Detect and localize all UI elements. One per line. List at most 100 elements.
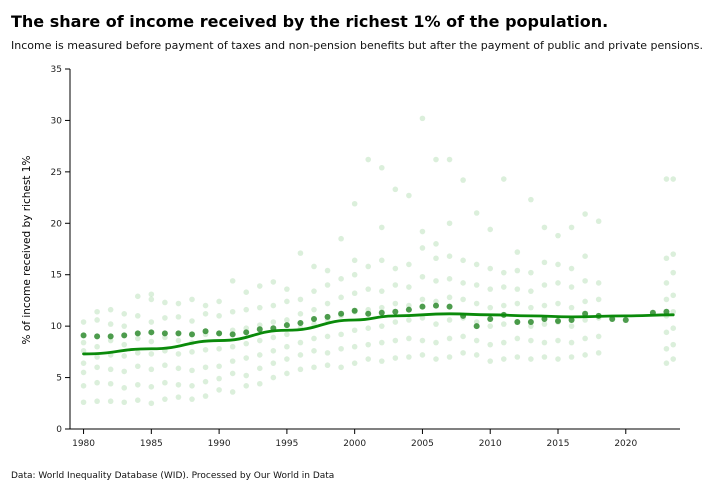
scatter-point: [94, 308, 100, 315]
scatter-point: [378, 224, 385, 231]
scatter-point: [107, 306, 114, 313]
scatter-point: [243, 306, 250, 313]
scatter-point: [528, 288, 534, 294]
scatter-point: [541, 302, 548, 309]
scatter-point: [406, 261, 412, 268]
highlight-point: [107, 333, 114, 340]
scatter-point: [568, 354, 575, 360]
scatter-point: [121, 353, 128, 359]
scatter-point: [148, 296, 155, 303]
scatter-point: [460, 257, 466, 264]
scatter-point: [433, 278, 439, 284]
scatter-point: [419, 315, 426, 321]
scatter-point: [229, 308, 236, 315]
scatter-point: [243, 372, 250, 379]
scatter-point: [670, 269, 677, 276]
scatter-point: [297, 296, 304, 303]
scatter-point: [528, 323, 534, 329]
scatter-point: [121, 311, 128, 317]
scatter-point: [94, 364, 100, 371]
scatter-point: [406, 302, 412, 309]
scatter-point: [256, 304, 263, 311]
scatter-point: [568, 224, 575, 231]
scatter-point: [284, 356, 290, 362]
scatter-point: [80, 399, 87, 406]
highlight-point: [473, 323, 480, 330]
highlight-point: [568, 316, 575, 323]
scatter-point: [378, 257, 385, 264]
scatter-point: [582, 298, 588, 305]
scatter-point: [595, 218, 602, 225]
scatter-point: [670, 356, 677, 362]
scatter-point: [94, 354, 100, 360]
highlight-point: [256, 326, 263, 333]
scatter-point: [338, 294, 344, 301]
scatter-point: [446, 294, 453, 301]
scatter-point: [324, 267, 331, 274]
scatter-point: [487, 358, 494, 364]
scatter-point: [229, 278, 236, 284]
scatter-point: [446, 220, 453, 227]
scatter-point: [487, 226, 494, 233]
scatter-point: [568, 339, 575, 346]
highlight-point: [487, 315, 494, 322]
scatter-point: [670, 308, 677, 315]
scatter-point: [473, 337, 480, 344]
axes: 0 5 10 15 20 25 30 35 1980 1985 1990 1995 2000 2005 20…: [51, 65, 680, 449]
scatter-point: [351, 360, 358, 366]
scatter-point: [229, 358, 236, 364]
scatter-point: [202, 378, 209, 385]
highlight-point: [175, 330, 182, 337]
scatter-point: [202, 393, 209, 399]
scatter-point: [162, 396, 168, 402]
scatter-point: [148, 319, 155, 325]
scatter-point: [663, 280, 670, 286]
scatter-point: [670, 292, 677, 299]
scatter-point: [528, 196, 534, 203]
scatter-point: [162, 362, 168, 369]
scatter-point: [419, 245, 426, 251]
scatter-point: [568, 304, 575, 311]
scatter-point: [311, 364, 317, 371]
scatter-point: [256, 283, 263, 289]
scatter-point: [134, 293, 141, 300]
scatter-point: [256, 380, 263, 387]
scatter-point: [541, 259, 548, 266]
highlight-point: [134, 330, 141, 337]
scatter-point: [351, 200, 358, 207]
scatter-faint-series: [80, 115, 677, 407]
scatter-point: [134, 397, 141, 404]
scatter-point: [500, 284, 507, 290]
y-axis-title: % of income received by richest 1%: [21, 156, 33, 345]
scatter-point: [311, 348, 317, 354]
scatter-point: [487, 286, 494, 292]
scatter-point: [148, 400, 155, 407]
y-tick-label: 5: [56, 374, 62, 384]
scatter-point: [284, 286, 290, 292]
scatter-point: [406, 284, 412, 290]
scatter-point: [446, 276, 453, 282]
scatter-point: [487, 265, 494, 272]
scatter-point: [392, 186, 399, 193]
scatter-point: [555, 300, 561, 307]
scatter-point: [446, 156, 453, 163]
highlight-point: [216, 330, 223, 337]
scatter-point: [270, 374, 277, 381]
scatter-point: [473, 300, 480, 307]
highlight-point: [121, 332, 128, 339]
x-tick-label: 1985: [140, 439, 163, 449]
scatter-point: [419, 296, 426, 303]
highlight-point: [609, 315, 616, 322]
scatter-point: [365, 156, 372, 163]
scatter-point: [351, 343, 358, 350]
scatter-point: [134, 313, 141, 319]
scatter-point: [406, 354, 412, 360]
scatter-point: [419, 273, 426, 280]
scatter-point: [148, 338, 155, 345]
scatter-point: [338, 364, 344, 371]
scatter-point: [473, 319, 480, 325]
scatter-point: [541, 354, 548, 360]
scatter-point: [297, 339, 304, 346]
highlight-point: [514, 319, 521, 326]
scatter-point: [338, 331, 344, 338]
